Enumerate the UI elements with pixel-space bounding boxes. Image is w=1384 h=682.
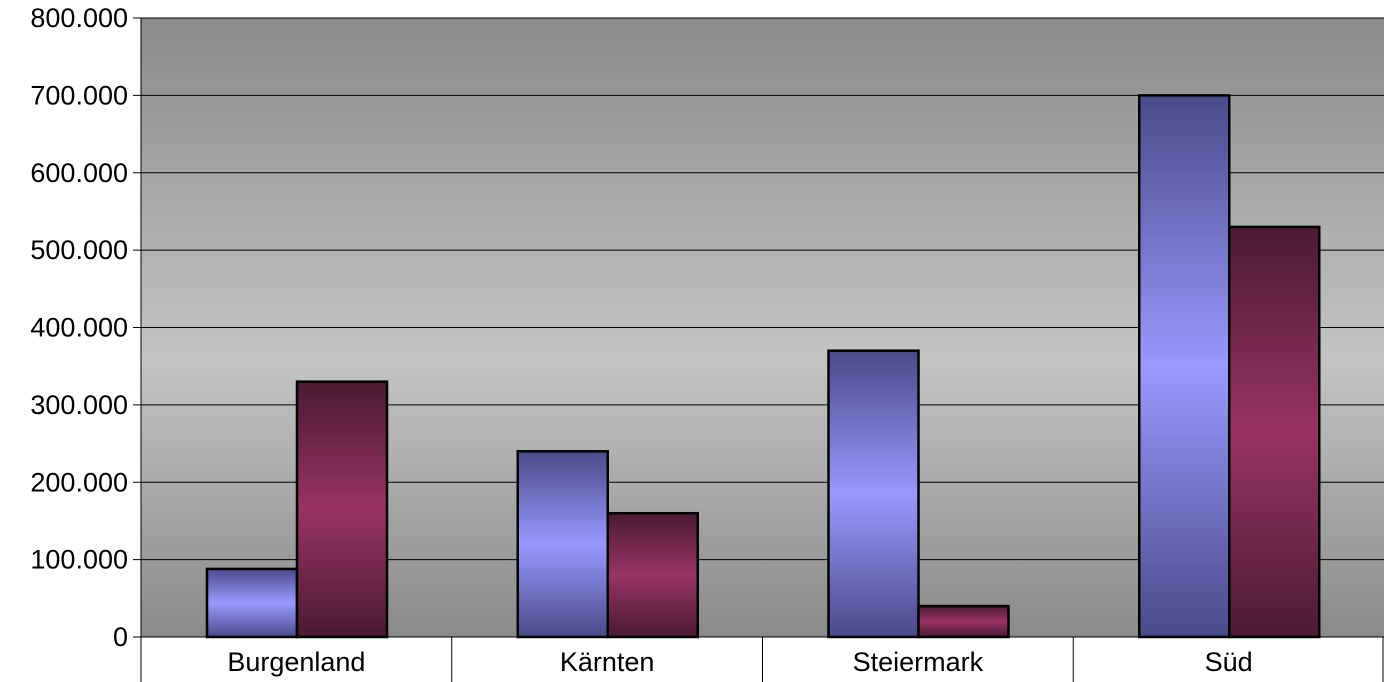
bar-series-1-2: [827, 349, 920, 639]
bar-series-1-0: [205, 567, 299, 639]
y-tick-label: 800.000: [30, 3, 128, 33]
bar-series-2-0: [295, 380, 389, 639]
bar-series-2-2: [917, 604, 1010, 639]
y-tick-label: 700.000: [30, 80, 128, 110]
y-tick-label: 400.000: [30, 313, 128, 343]
y-tick-label: 0: [113, 622, 128, 652]
x-category-label: Süd: [1205, 647, 1253, 677]
x-category-label: Steiermark: [853, 647, 984, 677]
bar-series-2-3: [1228, 225, 1321, 639]
bar-series-2-1: [606, 511, 699, 639]
y-tick-label: 100.000: [30, 545, 128, 575]
x-category-label: Kärnten: [560, 647, 655, 677]
x-category-label: Burgenland: [227, 647, 365, 677]
y-tick-label: 300.000: [30, 390, 128, 420]
bar-series-1-3: [1138, 94, 1231, 639]
y-tick-label: 500.000: [30, 235, 128, 265]
y-tick-label: 600.000: [30, 158, 128, 188]
bar-series-1-1: [516, 450, 609, 639]
y-tick-label: 200.000: [30, 467, 128, 497]
